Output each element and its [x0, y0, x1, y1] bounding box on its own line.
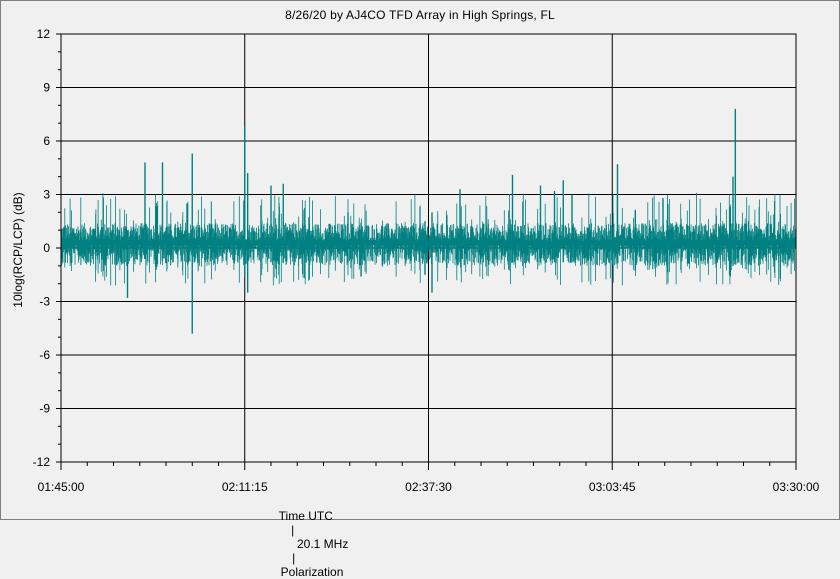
y-tick-label: -6 — [39, 348, 50, 362]
y-tick-label: 6 — [43, 134, 50, 148]
y-tick-label: 0 — [43, 241, 50, 255]
y-tick-label: -12 — [33, 455, 51, 469]
y-tick-label: 9 — [43, 81, 50, 95]
y-tick-label: 3 — [43, 188, 50, 202]
x-tick-label: 02:11:15 — [222, 480, 268, 494]
x-tick-label: 01:45:00 — [38, 480, 85, 494]
x-tick-label: 02:37:30 — [405, 480, 452, 494]
chart-svg: 12 9 6 3 0 -3 -6 -9 -12 01:45:00 02:11:15 02:37:30… — [11, 27, 820, 494]
y-tick-label: -3 — [39, 295, 50, 309]
y-tick-label: 12 — [37, 27, 51, 41]
x-tick-label: 03:30:00 — [773, 480, 820, 494]
frequency-label: 20.1 MHz — [296, 537, 349, 551]
data-trace — [60, 108, 797, 334]
x-axis-ticks: 01:45:00 02:11:15 02:37:30 03:03:45 03:30:00 — [38, 462, 820, 494]
chart-title: 8/26/20 by AJ4CO TFD Array in High Sprin… — [285, 8, 555, 22]
x-tick-label: 03:03:45 — [589, 480, 636, 494]
footer-separator: | — [291, 523, 295, 537]
y-axis-label: 10log(RCP/LCP) (dB) — [11, 192, 25, 307]
footer-separator: | — [292, 551, 296, 565]
time-axis-label: Time UTC — [278, 509, 333, 523]
measurement-mode-label: Polarization — [280, 565, 344, 579]
y-axis-ticks: 12 9 6 3 0 -3 -6 -9 -12 — [33, 27, 61, 469]
chart-footer: Time UTC | 20.1 MHz | Polarization — [272, 495, 367, 579]
y-tick-label: -9 — [39, 402, 50, 416]
